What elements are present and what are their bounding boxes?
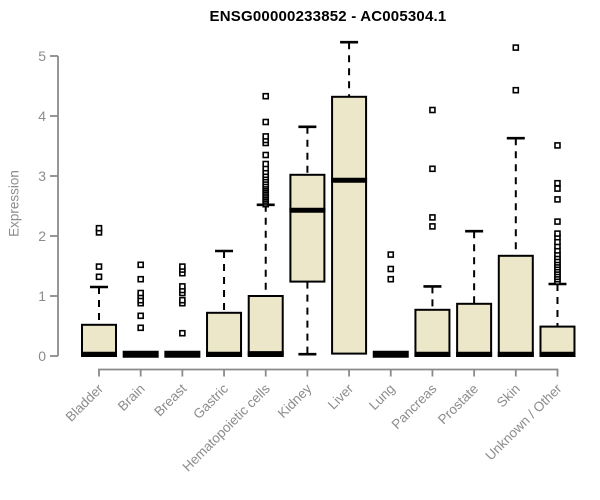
outlier-point xyxy=(512,44,520,51)
outlier-point xyxy=(554,196,561,203)
box-brain xyxy=(122,261,159,358)
x-category-label: Skin xyxy=(494,381,523,410)
outlier-point xyxy=(137,261,144,269)
iqr-box xyxy=(247,295,284,357)
outlier-point xyxy=(554,142,561,149)
outlier-point xyxy=(262,118,270,126)
outlier-point xyxy=(387,251,395,258)
y-tick-label: 4 xyxy=(38,108,46,124)
x-category-label: Pancreas xyxy=(389,381,440,432)
x-category-label: Kidney xyxy=(275,381,315,421)
x-category-label: Bladder xyxy=(63,381,107,425)
outlier-point xyxy=(387,265,395,273)
x-category-label: Unknown / Other xyxy=(482,381,565,464)
box-breast xyxy=(164,263,201,358)
outlier-point xyxy=(429,223,436,230)
y-tick-label: 1 xyxy=(38,288,46,304)
iqr-box xyxy=(289,173,326,283)
outlier-point xyxy=(262,92,270,100)
box-bladder xyxy=(81,224,117,357)
outlier-point xyxy=(179,283,186,290)
iqr-box xyxy=(206,311,243,357)
outlier-point xyxy=(554,230,561,237)
outlier-point xyxy=(137,275,144,283)
box-pancreas xyxy=(414,106,451,357)
outlier-point xyxy=(262,133,270,140)
outlier-point xyxy=(137,324,144,332)
outlier-point xyxy=(262,160,270,168)
y-tick-label: 5 xyxy=(38,48,46,64)
y-axis: 0 1 2 3 4 5 xyxy=(38,48,59,364)
iqr-box xyxy=(456,302,493,357)
outlier-point xyxy=(179,263,186,270)
outlier-point xyxy=(429,165,436,173)
box-unknown-other xyxy=(539,142,576,358)
outlier-point xyxy=(95,263,103,270)
iqr-box xyxy=(497,254,534,357)
x-category-label: Lung xyxy=(366,381,398,413)
outlier-point xyxy=(554,218,561,225)
outlier-point xyxy=(95,273,103,281)
y-tick-label: 0 xyxy=(38,348,46,364)
box-liver xyxy=(331,40,368,355)
iqr-box xyxy=(539,325,576,358)
iqr-box xyxy=(414,308,451,357)
outlier-point xyxy=(262,151,270,159)
outlier-point xyxy=(137,289,144,297)
box-gastric xyxy=(206,249,243,357)
y-tick-label: 2 xyxy=(38,228,46,244)
x-category-label: Brain xyxy=(115,381,148,414)
outlier-point xyxy=(512,86,520,94)
outlier-point xyxy=(429,106,436,114)
outlier-point xyxy=(554,179,561,187)
outlier-point xyxy=(429,214,436,221)
outlier-point xyxy=(95,224,103,232)
outlier-point xyxy=(179,296,186,304)
box-kidney xyxy=(289,125,326,356)
outlier-point xyxy=(387,275,395,283)
box-prostate xyxy=(456,229,493,357)
x-category-label: Breast xyxy=(151,381,189,419)
x-category-label: Prostate xyxy=(435,381,481,427)
x-category-label: Gastric xyxy=(190,381,231,422)
box-lung xyxy=(372,251,409,358)
chart-title: ENSG00000233852 - AC005304.1 xyxy=(209,8,447,25)
box-skin xyxy=(497,44,534,357)
y-tick-label: 3 xyxy=(38,168,46,184)
x-category-label: Liver xyxy=(325,381,357,413)
outlier-point xyxy=(137,312,144,320)
outlier-point xyxy=(179,329,186,337)
iqr-box xyxy=(81,323,117,357)
iqr-box xyxy=(331,95,368,355)
outlier-point xyxy=(554,185,561,192)
box-hematopoietic-cells xyxy=(247,92,284,357)
